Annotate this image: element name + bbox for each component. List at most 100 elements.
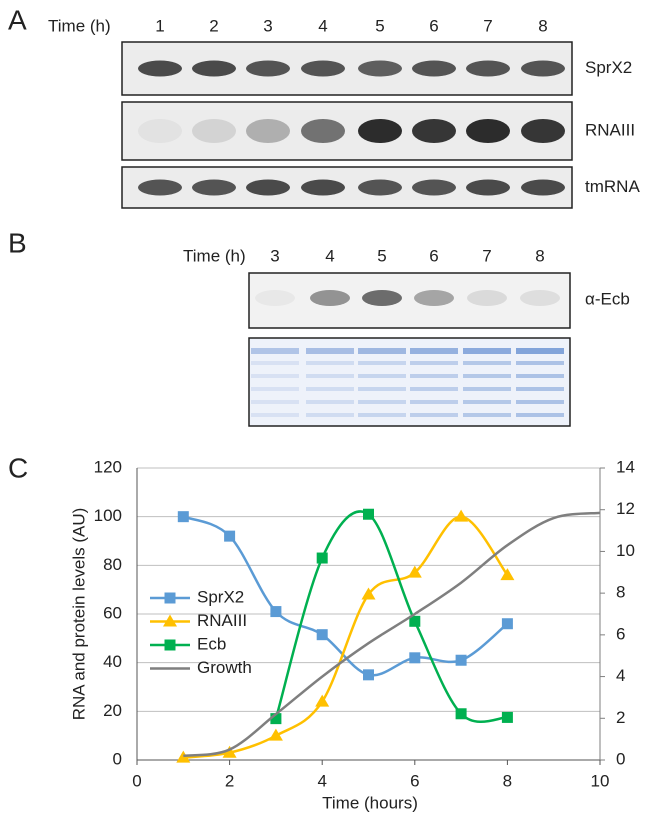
lane-label: 7 xyxy=(483,16,492,35)
y2-tick-label: 4 xyxy=(616,666,625,685)
gel-band xyxy=(463,348,511,354)
gel-band xyxy=(410,400,458,404)
legend-marker xyxy=(163,614,177,627)
gel-band xyxy=(410,361,458,365)
marker xyxy=(224,530,236,542)
lane-label: 2 xyxy=(209,16,218,35)
y2-tick-label: 6 xyxy=(616,624,625,643)
band xyxy=(246,60,290,77)
gel-band xyxy=(306,374,354,378)
gel-band xyxy=(410,374,458,378)
gel-band xyxy=(410,413,458,417)
gel-band xyxy=(516,348,564,354)
band xyxy=(192,119,236,143)
marker xyxy=(455,654,467,666)
x-tick-label: 4 xyxy=(317,771,326,790)
x-axis-label: Time (hours) xyxy=(322,793,418,812)
band xyxy=(467,290,507,306)
y-tick-label: 60 xyxy=(103,603,122,622)
band xyxy=(414,290,454,306)
band xyxy=(255,290,295,306)
marker xyxy=(222,745,237,758)
y-tick-label: 20 xyxy=(103,701,122,720)
marker xyxy=(454,509,469,522)
time-label: Time (h) xyxy=(183,246,246,265)
band xyxy=(358,179,402,196)
row-label: tmRNA xyxy=(585,177,640,196)
band xyxy=(521,119,565,143)
gel-band xyxy=(463,400,511,404)
marker xyxy=(409,652,421,664)
x-tick-label: 10 xyxy=(591,771,610,790)
lane-label: 7 xyxy=(482,246,491,265)
marker xyxy=(409,615,421,627)
legend-label: RNAIII xyxy=(197,611,247,630)
gel-band xyxy=(358,361,406,365)
band xyxy=(358,119,402,143)
gel-band xyxy=(463,374,511,378)
gel-band xyxy=(251,361,299,365)
marker xyxy=(270,713,282,725)
band xyxy=(358,60,402,77)
marker xyxy=(177,511,189,523)
band xyxy=(246,119,290,143)
gel-band xyxy=(410,387,458,391)
series-line xyxy=(183,515,509,759)
gel-band xyxy=(463,361,511,365)
series-line xyxy=(182,515,509,677)
y2-tick-label: 14 xyxy=(616,457,635,476)
lane-label: 8 xyxy=(538,16,547,35)
marker xyxy=(268,728,283,741)
band xyxy=(192,60,236,77)
marker xyxy=(363,508,374,520)
gel-band xyxy=(516,387,564,391)
band xyxy=(138,60,182,77)
legend-label: SprX2 xyxy=(197,587,244,606)
gel-band xyxy=(516,361,564,365)
marker xyxy=(176,750,191,763)
band xyxy=(521,60,565,77)
band xyxy=(466,60,510,77)
panel-label: B xyxy=(8,227,27,258)
band xyxy=(301,60,345,77)
series-line xyxy=(183,511,601,758)
band xyxy=(301,179,345,196)
marker xyxy=(501,618,513,630)
legend-label: Ecb xyxy=(197,634,226,653)
legend-label: Growth xyxy=(197,658,252,677)
band xyxy=(412,60,456,77)
gel-band xyxy=(251,374,299,378)
gel-band xyxy=(358,413,406,417)
gel-band xyxy=(306,361,354,365)
x-tick-label: 2 xyxy=(225,771,234,790)
marker xyxy=(270,606,282,618)
legend-marker xyxy=(164,639,176,651)
gel-band xyxy=(306,413,354,417)
y2-tick-label: 2 xyxy=(616,708,625,727)
gel-band xyxy=(251,400,299,404)
lane-label: 8 xyxy=(535,246,544,265)
band xyxy=(362,290,402,306)
marker xyxy=(316,629,328,641)
gel-band xyxy=(358,400,406,404)
band xyxy=(138,119,182,143)
row-label: α-Ecb xyxy=(585,289,630,308)
row-label: RNAIII xyxy=(585,120,635,139)
band xyxy=(520,290,560,306)
x-tick-label: 6 xyxy=(410,771,419,790)
marker xyxy=(361,587,376,600)
marker xyxy=(500,568,515,581)
gel-band xyxy=(251,348,299,354)
y2-tick-label: 10 xyxy=(616,541,635,560)
band xyxy=(521,179,565,196)
blot xyxy=(248,272,571,329)
lane-label: 6 xyxy=(429,16,438,35)
panel-label: A xyxy=(8,4,27,35)
gel-band xyxy=(306,348,354,354)
marker xyxy=(407,565,422,578)
gel-band xyxy=(358,387,406,391)
gel-band xyxy=(516,400,564,404)
band xyxy=(138,179,182,196)
marker xyxy=(501,711,513,723)
